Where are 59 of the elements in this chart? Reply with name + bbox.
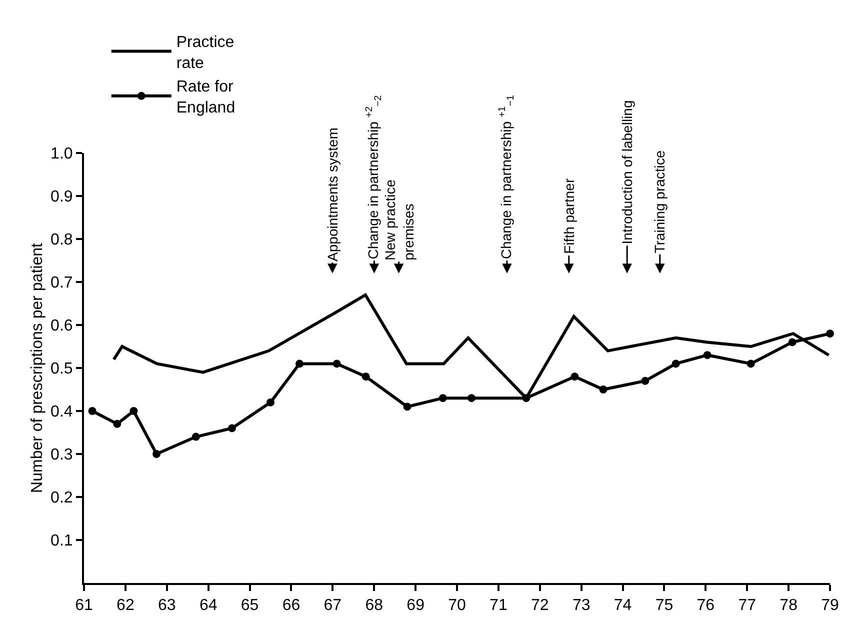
annotation: New practice premises [382,179,416,260]
annotation: Training practice [652,150,668,254]
point [266,398,274,406]
point [522,394,530,402]
point [746,360,755,368]
y-tick-label: 0.5 [50,360,73,378]
y-axis-title: Number of prescriptions per patient [28,242,46,493]
y-tick-label: 0.6 [50,318,73,335]
y-tick-label: 0.9 [50,188,73,206]
y-tick-label: 0.7 [50,274,73,292]
legend-label: Rate for England [176,78,236,117]
point [403,402,412,411]
annotation: Fifth partner [560,178,577,254]
point [362,372,370,381]
point [296,360,304,368]
x-tick-label: 62 [116,597,134,614]
point [641,376,650,385]
point [468,394,476,402]
x-tick-label: 76 [696,597,715,614]
point [88,407,96,415]
x-tick-label: 67 [324,597,342,614]
x-tick-label: 66 [282,597,300,614]
x-tick-label: 63 [158,597,176,614]
point [788,338,796,346]
point [599,386,608,394]
y-tick-label: 0.3 [50,446,73,464]
point [192,432,200,441]
annotation: Introduction of labelling [618,100,635,244]
x-tick-label: 72 [530,597,549,614]
point [703,351,712,360]
x-tick-label: 61 [75,597,93,614]
x-tick-label: 64 [199,597,218,614]
x-tick-label: 79 [821,597,839,614]
x-tick-label: 77 [738,597,756,614]
annotation: Appointments system [324,128,340,262]
point [570,372,579,381]
point [113,420,122,428]
x-tick-label: 78 [780,597,798,614]
x-tick-label: 69 [406,597,425,614]
point [228,424,236,432]
x-tick-label: 74 [614,597,632,614]
y-tick-label: 0.4 [50,404,73,421]
point [672,360,680,368]
x-tick-label: 68 [365,597,384,614]
x-tick-label: 70 [448,597,466,614]
legend-label: Practice rate [176,34,234,72]
x-tick-label: 73 [572,597,590,614]
point [130,407,138,415]
y-tick-label: 0.2 [50,490,73,507]
y-tick-label: 0.1 [50,532,73,550]
point [332,360,341,368]
x-tick-label: 71 [490,597,508,614]
x-tick-label: 65 [240,597,259,614]
point [152,450,161,458]
y-tick-label: 0.8 [50,232,73,249]
point [438,394,447,402]
point [826,330,834,338]
y-tick-label: 1.0 [50,146,73,163]
x-tick-label: 75 [655,597,674,614]
